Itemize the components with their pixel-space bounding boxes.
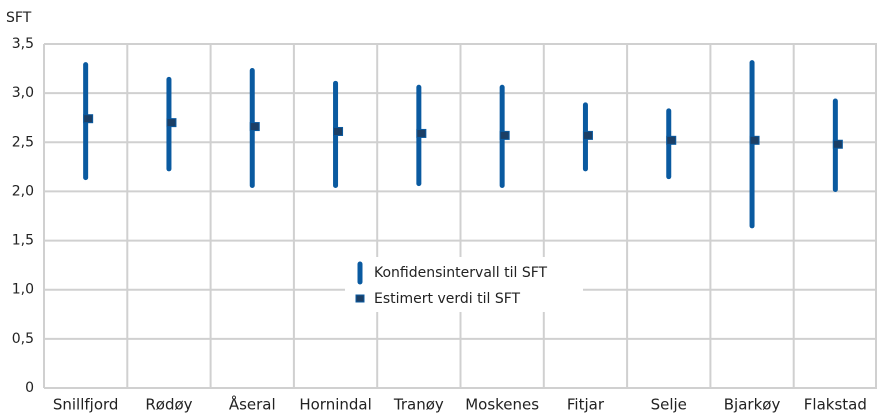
x-tick-label: Moskenes	[465, 396, 539, 414]
x-tick-label: Flakstad	[804, 396, 867, 414]
estimate-point	[582, 130, 593, 140]
y-tick-label: 0,5	[12, 331, 34, 347]
legend-label: Estimert verdi til SFT	[374, 291, 521, 307]
estimate-point	[666, 135, 677, 145]
y-tick-label: 1,5	[12, 233, 34, 249]
estimate-point	[83, 114, 94, 124]
x-tick-label: Rødøy	[145, 396, 192, 414]
legend-label: Konfidensintervall til SFT	[374, 265, 548, 281]
estimate-point	[832, 139, 843, 149]
y-tick-label: 3,5	[12, 36, 34, 52]
x-tick-label: Snillfjord	[53, 396, 119, 414]
x-tick-label: Åseral	[229, 395, 276, 414]
y-axis-label: SFT	[6, 10, 32, 26]
legend-box	[345, 257, 583, 312]
y-tick-label: 1,0	[12, 282, 34, 298]
y-tick-label: 0	[25, 380, 34, 396]
estimate-point	[249, 122, 260, 132]
estimate-point	[499, 130, 510, 140]
x-tick-label: Fitjar	[567, 396, 605, 414]
x-tick-label: Selje	[651, 396, 687, 414]
estimate-point	[166, 118, 177, 128]
y-tick-label: 2,0	[12, 183, 34, 199]
estimate-point	[333, 126, 344, 136]
estimate-point	[749, 135, 760, 145]
y-tick-label: 3,0	[12, 85, 34, 101]
estimate-point	[416, 128, 427, 138]
x-tick-label: Hornindal	[299, 396, 371, 414]
x-tick-label: Bjarkøy	[724, 396, 781, 414]
y-tick-label: 2,5	[12, 134, 34, 150]
x-tick-label: Tranøy	[393, 396, 444, 414]
legend: Konfidensintervall til SFT Estimert verdi…	[345, 257, 583, 312]
legend-swatch	[355, 294, 365, 303]
